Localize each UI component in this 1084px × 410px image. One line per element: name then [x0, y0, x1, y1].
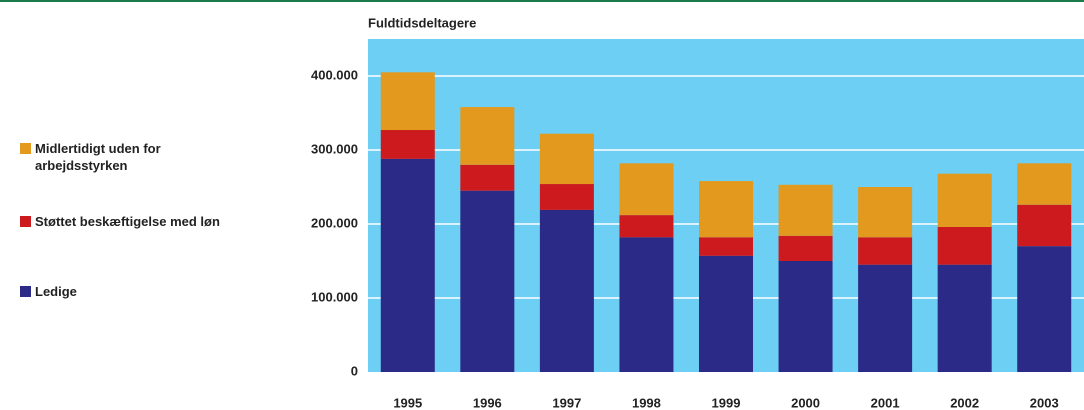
- bar-segment: [858, 237, 913, 265]
- x-tick-label: 2003: [1030, 395, 1059, 410]
- bar-segment: [778, 235, 833, 261]
- y-tick-label: 100.000: [311, 289, 358, 304]
- legend-swatch: [20, 216, 31, 227]
- x-tick-label: 1997: [552, 395, 581, 410]
- bar-segment: [937, 264, 992, 372]
- bar-segment: [1017, 163, 1072, 205]
- bar-segment: [460, 107, 515, 165]
- bar-segment: [380, 158, 435, 372]
- x-tick-label: 1998: [632, 395, 661, 410]
- x-tick-label: 2001: [871, 395, 900, 410]
- bar-segment: [1017, 204, 1072, 247]
- bar-segment: [539, 133, 594, 185]
- legend-item: Ledige: [20, 283, 285, 300]
- legend-swatch: [20, 143, 31, 154]
- bar-segment: [380, 72, 435, 131]
- y-tick-label: 300.000: [311, 141, 358, 156]
- bar-segment: [619, 215, 674, 238]
- bar-segment: [460, 190, 515, 372]
- bar-segment: [380, 130, 435, 159]
- legend-item: Midlertidigt uden for arbejdsstyrken: [20, 140, 225, 174]
- y-tick-label: 0: [351, 363, 358, 378]
- y-tick-label: 400.000: [311, 67, 358, 82]
- bar-segment: [778, 184, 833, 236]
- x-tick-label: 1996: [473, 395, 502, 410]
- bar-segment: [619, 237, 674, 372]
- bar-segment: [778, 261, 833, 372]
- legend-label: Støttet beskæftigelse med løn: [35, 214, 220, 229]
- bar-segment: [699, 181, 753, 238]
- x-tick-label: 2002: [950, 395, 979, 410]
- bar-segment: [937, 173, 992, 227]
- legend-label: Ledige: [35, 284, 77, 299]
- legend-label: Midlertidigt uden for arbejdsstyrken: [35, 141, 161, 173]
- x-tick-label: 1995: [393, 395, 422, 410]
- legend-item: Støttet beskæftigelse med løn: [20, 213, 285, 230]
- x-tick-label: 1999: [712, 395, 741, 410]
- chart-title: Fuldtidsdeltagere: [368, 15, 476, 30]
- y-tick-label: 200.000: [311, 215, 358, 230]
- legend-swatch: [20, 286, 31, 297]
- bar-segment: [460, 164, 515, 191]
- bar-segment: [619, 163, 674, 216]
- bar-segment: [699, 237, 753, 256]
- bar-segment: [1017, 246, 1072, 372]
- bar-segment: [539, 184, 594, 210]
- bar-segment: [699, 255, 753, 372]
- bar-segment: [539, 209, 594, 372]
- bar-segment: [858, 187, 913, 238]
- bar-segment: [858, 264, 913, 372]
- bar-segment: [937, 226, 992, 265]
- x-tick-label: 2000: [791, 395, 820, 410]
